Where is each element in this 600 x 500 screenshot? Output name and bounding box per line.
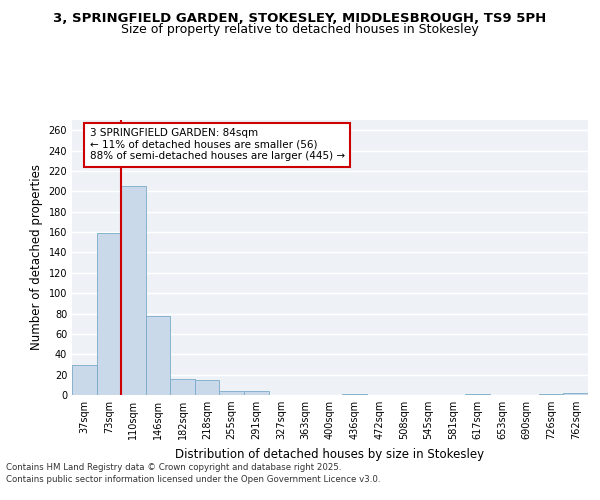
X-axis label: Distribution of detached houses by size in Stokesley: Distribution of detached houses by size … [175,448,485,460]
Text: 3 SPRINGFIELD GARDEN: 84sqm
← 11% of detached houses are smaller (56)
88% of sem: 3 SPRINGFIELD GARDEN: 84sqm ← 11% of det… [89,128,345,162]
Bar [170,378,195,395]
Bar [465,394,490,395]
Bar [195,380,220,395]
Bar [146,316,170,395]
Bar [539,394,563,395]
Bar [244,391,269,395]
Text: Contains HM Land Registry data © Crown copyright and database right 2025.: Contains HM Land Registry data © Crown c… [6,464,341,472]
Text: Size of property relative to detached houses in Stokesley: Size of property relative to detached ho… [121,24,479,36]
Bar [121,186,146,395]
Bar [97,233,121,395]
Bar [220,391,244,395]
Y-axis label: Number of detached properties: Number of detached properties [30,164,43,350]
Bar [72,366,97,395]
Text: 3, SPRINGFIELD GARDEN, STOKESLEY, MIDDLESBROUGH, TS9 5PH: 3, SPRINGFIELD GARDEN, STOKESLEY, MIDDLE… [53,12,547,26]
Bar [342,394,367,395]
Text: Contains public sector information licensed under the Open Government Licence v3: Contains public sector information licen… [6,475,380,484]
Bar [563,393,588,395]
